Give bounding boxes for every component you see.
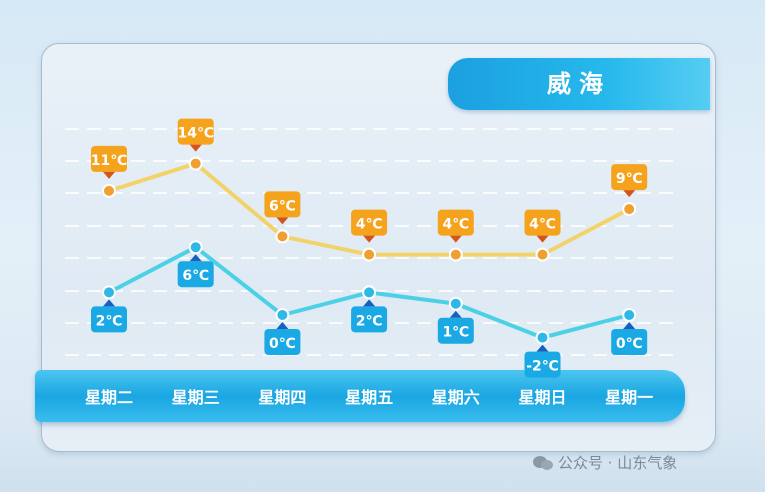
day-label: 星期二: [84, 388, 133, 407]
data-point: [102, 183, 116, 198]
data-label: 11℃: [91, 145, 127, 179]
data-point: [622, 308, 637, 322]
data-label-text: 4℃: [356, 217, 383, 233]
data-point: [102, 285, 116, 300]
data-label-text: 6℃: [269, 198, 296, 214]
data-label: 2℃: [351, 299, 388, 333]
data-point: [362, 285, 377, 300]
data-label: 9℃: [611, 164, 648, 198]
data-label: 6℃: [264, 191, 301, 225]
day-label: 星期三: [171, 388, 220, 407]
data-label-text: 0℃: [616, 336, 643, 352]
day-label: 星期六: [431, 388, 480, 407]
data-label: 0℃: [611, 322, 648, 355]
day-label: 星期一: [605, 388, 654, 407]
data-label-text: -2℃: [526, 359, 559, 375]
data-label-text: 4℃: [442, 217, 469, 233]
data-label-text: 2℃: [356, 313, 383, 329]
data-label-text: 14℃: [177, 126, 213, 142]
watermark: 公众号 · 山东气象: [532, 452, 677, 473]
watermark-text: 公众号 · 山东气象: [558, 454, 678, 472]
data-label: 1℃: [437, 310, 474, 344]
data-label: 4℃: [524, 209, 561, 243]
day-bar: [35, 370, 685, 422]
data-point: [448, 296, 463, 311]
data-point: [188, 156, 203, 171]
day-label: 星期日: [518, 388, 567, 407]
data-label-text: 9℃: [616, 171, 643, 187]
data-point: [275, 308, 290, 322]
data-label: 6℃: [177, 254, 214, 288]
data-label: 2℃: [91, 299, 127, 333]
data-label-text: 0℃: [269, 336, 296, 352]
data-point: [275, 229, 290, 244]
city-title: 威海: [448, 58, 710, 110]
data-point: [448, 247, 463, 262]
data-point: [535, 330, 550, 345]
data-point: [535, 247, 550, 262]
data-point: [188, 240, 203, 255]
data-label-text: 6℃: [182, 268, 209, 284]
wechat-icon: [533, 456, 553, 470]
day-label: 星期四: [258, 388, 307, 407]
data-label: 14℃: [177, 118, 214, 152]
data-label-text: 11℃: [91, 153, 127, 169]
data-point: [362, 247, 377, 262]
data-label-text: 1℃: [442, 325, 469, 341]
data-label: 4℃: [351, 209, 388, 243]
data-label-text: 4℃: [529, 217, 556, 233]
day-label: 星期五: [345, 388, 394, 407]
data-label: 4℃: [437, 209, 474, 243]
data-label: -2℃: [524, 344, 561, 378]
data-label: 0℃: [264, 322, 301, 355]
data-point: [622, 202, 637, 217]
data-label-text: 2℃: [96, 313, 123, 329]
